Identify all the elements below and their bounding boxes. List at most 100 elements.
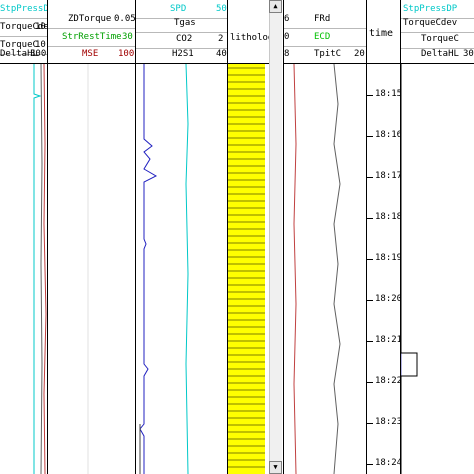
time-tick-label: 18:21 — [375, 335, 400, 345]
curve-name: Tgas — [174, 18, 196, 28]
curve-max: 50 — [216, 4, 227, 14]
time-tick — [367, 177, 373, 178]
curve-name: DeltaHL — [0, 49, 38, 59]
curve-red — [43, 64, 47, 474]
track-separator — [135, 0, 136, 474]
time-tick-label: 18:24 — [375, 458, 400, 468]
time-label: time — [369, 28, 394, 39]
curve-max: 300 — [30, 49, 47, 59]
track-1[interactable]: StpPressDP TorqueCdev 10 TorqueC 10 Delt… — [0, 0, 47, 474]
curve-min: 6 — [284, 14, 290, 24]
track-4[interactable]: 6 FRd 0 ECD 8 TpitC 20 — [284, 0, 366, 474]
curve-header-row: StrRestTime 30 — [48, 28, 135, 47]
time-tick-label: 18:22 — [375, 376, 400, 386]
curve-name: TorqueCdev — [403, 18, 458, 28]
track-4-plot — [284, 64, 366, 474]
curve-cyan — [33, 64, 42, 474]
curve-name: StpPressDP — [0, 4, 47, 14]
time-tick — [367, 218, 373, 219]
curve-header-row: StpPressDP — [401, 0, 474, 19]
curve-name: StrRestTime — [62, 32, 122, 42]
lithology-column — [228, 64, 265, 474]
curve-max: 40 — [216, 49, 227, 59]
curve-name: ZDTorque — [68, 14, 112, 24]
track-5[interactable]: StpPressDP TorqueCdev TorqueC DeltaHL 30 — [401, 0, 474, 474]
track-3[interactable]: SPD 50 Tgas CO2 2 H2S1 40 — [136, 0, 227, 474]
track-1-plot — [0, 64, 47, 474]
curve-max: 100 — [118, 49, 135, 59]
curve-header-row: SPD 50 — [136, 0, 227, 19]
time-tick — [367, 341, 373, 342]
curve-cyan — [185, 64, 189, 474]
curve-name: H2S1 — [172, 49, 194, 59]
curve-name: SPD — [170, 4, 187, 14]
track-separator — [366, 0, 367, 474]
curve-name: TorqueC — [421, 34, 459, 44]
time-tick-label: 18:23 — [375, 417, 400, 427]
curve-header-row: TorqueC 10 — [0, 36, 47, 55]
curve-max: 2 — [218, 34, 224, 44]
curve-header-row: Tgas — [136, 14, 227, 33]
curve-header-row: H2S1 40 — [136, 45, 227, 63]
track-5-header: StpPressDP TorqueCdev TorqueC DeltaHL 30 — [401, 0, 474, 64]
time-axis: 18:15 18:16 18:17 18:18 18:19 18:20 18:21 18:22… — [367, 64, 400, 474]
time-tick-label: 18:15 — [375, 89, 400, 99]
curve-min: 0 — [284, 32, 290, 42]
track-5-plot — [401, 64, 474, 474]
curve-header-row: TorqueCdev 10 — [0, 18, 47, 37]
curve-name: FRd — [314, 14, 331, 24]
track-2-header: ZDTorque 0.05 StrRestTime 30 MSE 100 — [48, 0, 135, 64]
curve-max: 10 — [35, 22, 46, 32]
lithology-label: lithology — [230, 33, 279, 43]
time-track[interactable]: time 18:15 18:16 18:17 18:18 18:19 18:20 18:21… — [367, 0, 400, 474]
scroll-up-button[interactable]: ▲ — [269, 0, 282, 13]
curve-name: StpPressDP — [403, 4, 458, 14]
lithology-scrollbar[interactable] — [269, 12, 282, 462]
time-tick-label: 18:19 — [375, 253, 400, 263]
curve-red — [293, 64, 297, 474]
track-3-plot — [136, 64, 227, 474]
curve-header-row: CO2 2 — [136, 30, 227, 49]
track-5-curves — [401, 64, 418, 474]
curve-header-row: DeltaHL 300 — [0, 45, 47, 63]
track-2-curves — [87, 64, 89, 474]
curve-header-row: TorqueCdev — [401, 14, 474, 33]
time-tick-label: 18:16 — [375, 130, 400, 140]
time-tick — [367, 382, 373, 383]
time-tick-label: 18:18 — [375, 212, 400, 222]
curve-header-row: TorqueC — [401, 30, 474, 49]
time-tick — [367, 95, 373, 96]
curve-step — [401, 64, 418, 474]
time-tick-label: 18:17 — [375, 171, 400, 181]
curve-name: DeltaHL — [421, 49, 459, 59]
track-2-plot — [48, 64, 135, 474]
time-tick — [367, 300, 373, 301]
track-2[interactable]: ZDTorque 0.05 StrRestTime 30 MSE 100 — [48, 0, 135, 474]
time-tick-label: 18:20 — [375, 294, 400, 304]
track-4-header: 6 FRd 0 ECD 8 TpitC 20 — [284, 0, 366, 64]
curve-header-row: StpPressDP — [0, 0, 47, 19]
curve-blue — [139, 64, 158, 474]
curve-max: 20 — [354, 49, 365, 59]
curve-header-row: ZDTorque 0.05 — [48, 10, 135, 29]
curve-name: TorqueC — [0, 40, 38, 50]
scroll-down-button[interactable]: ▼ — [269, 461, 282, 474]
curve-header-row: 6 FRd — [284, 10, 366, 29]
curve-max: 10 — [35, 40, 46, 50]
track-separator — [47, 0, 48, 474]
time-tick — [367, 136, 373, 137]
curve-header-row: MSE 100 — [48, 45, 135, 63]
lithology-pattern — [228, 67, 265, 468]
time-tick — [367, 423, 373, 424]
curve-name: MSE — [82, 49, 99, 59]
curve-name: TpitC — [314, 49, 342, 59]
track-1-header: StpPressDP TorqueCdev 10 TorqueC 10 Delt… — [0, 0, 47, 64]
lithology-track[interactable]: lithology ▲ ▼ — [228, 0, 283, 474]
chevron-up-icon: ▲ — [273, 2, 278, 10]
track-separator — [227, 0, 228, 474]
time-tick — [367, 259, 373, 260]
track-3-header: SPD 50 Tgas CO2 2 H2S1 40 — [136, 0, 227, 64]
time-header: time — [367, 0, 400, 64]
curve-max: 30 — [122, 32, 133, 42]
